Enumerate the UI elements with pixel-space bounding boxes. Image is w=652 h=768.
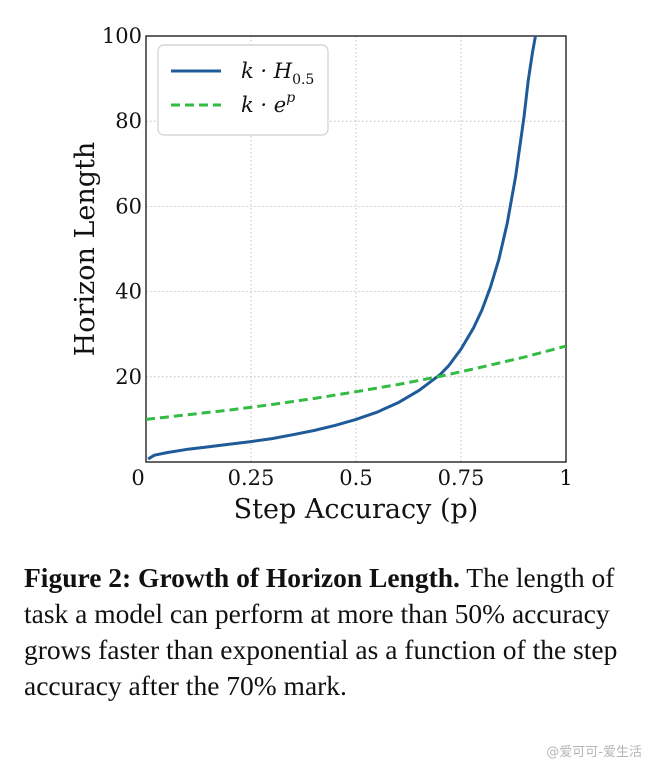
y-tick-label: 20 <box>115 365 142 389</box>
caption-bold: Figure 2: Growth of Horizon Length. <box>24 562 460 593</box>
x-tick-label: 0 <box>131 466 144 490</box>
y-axis-title: Horizon Length <box>70 142 101 357</box>
y-tick-label: 40 <box>115 280 142 304</box>
y-tick-label: 80 <box>115 109 142 133</box>
chart: 0 0.25 0.5 0.75 1 20 40 60 80 100 Step Accuracy (… <box>70 24 573 525</box>
tick-labels: 0 0.25 0.5 0.75 1 20 40 60 80 100 <box>102 24 573 490</box>
watermark: @爱可可-爱生活 <box>546 745 642 760</box>
legend-label-solid: k · H0.5 <box>241 59 314 88</box>
caption-text: The length of task a model can perform a… <box>24 562 618 701</box>
legend-box <box>157 44 329 136</box>
grid <box>146 36 566 462</box>
y-tick-label: 60 <box>115 194 142 218</box>
x-axis-title: Step Accuracy (p) <box>234 494 479 525</box>
x-tick-label: 0.25 <box>228 466 275 490</box>
series-line-exponential <box>146 344 566 421</box>
series-group <box>146 36 566 461</box>
series-line-horizon <box>147 36 537 461</box>
y-tick-label: 100 <box>102 24 142 48</box>
x-tick-label: 0.5 <box>339 466 372 490</box>
figure-caption: Figure 2: Growth of Horizon Length. The … <box>24 560 628 704</box>
legend: k · H0.5 k · ep <box>157 44 329 136</box>
x-tick-label: 1 <box>559 466 572 490</box>
x-tick-label: 0.75 <box>438 466 485 490</box>
plot-frame <box>145 35 567 463</box>
legend-label-dashed: k · ep <box>241 90 295 117</box>
